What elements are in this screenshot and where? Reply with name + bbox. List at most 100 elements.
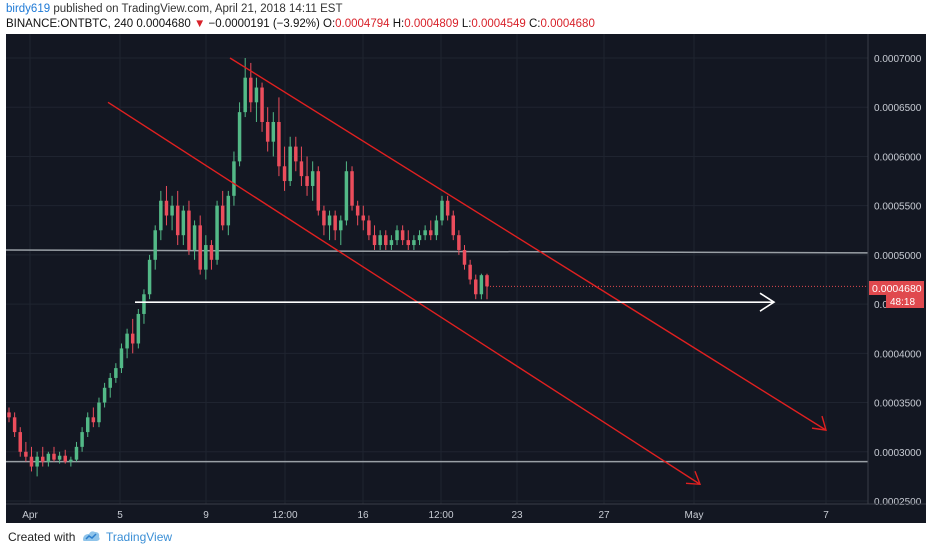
channel-upper-arrowhead [811,415,827,431]
candle-body [119,348,124,369]
candle-body [114,368,118,378]
candle-body [198,225,202,270]
y-tick-label: 0.0004000 [874,349,922,360]
candle-body [85,417,90,433]
candle-body [7,412,11,418]
candlestick-chart[interactable]: 0.0007000 0.0006500 0.0006000 0.0005500 0.00… [5,34,926,523]
candle-body [429,230,433,236]
y-tick-label: 0.0005500 [874,202,922,213]
candle-body [136,313,141,344]
down-arrow-icon: ▼ [193,18,206,30]
chart-header: birdy619 published on TradingView.com, A… [0,0,932,34]
channel-lower-arrowhead [685,471,702,486]
candle-body [277,121,281,167]
candle-body [181,210,186,236]
candle-body [63,455,67,462]
y-tick-label: 0.0007000 [874,54,922,65]
candle-body [97,402,101,423]
candle-body [282,166,287,182]
y-tick-label: 0.0003000 [874,448,922,459]
candle-body [389,240,394,246]
candle-body [102,387,107,403]
candle-body [29,456,34,467]
candle-body [142,294,146,314]
x-tick-label: 9 [203,510,209,521]
created-with-label: Created with [8,530,76,544]
candle-body [434,220,439,236]
x-tick-label: 12:00 [428,510,453,521]
horizontal-levels [5,249,869,463]
candle-body [333,215,337,231]
candle-body [299,161,304,177]
candle-body [159,200,163,231]
candle-body [271,121,276,142]
chart-area[interactable]: 0.0007000 0.0006500 0.0006000 0.0005500 0.00… [5,34,926,523]
symbol-label[interactable]: BINANCE:ONTBTC, 240 [6,18,134,30]
candle-body [316,171,321,211]
candle-body [412,240,416,246]
candles [7,58,489,477]
y-tick-label: 0.0002500 [874,497,922,508]
candle-body [204,245,208,270]
candle-body [220,205,225,226]
close-value: 0.0004680 [540,18,595,30]
candle-body [243,77,247,113]
candle-body [350,171,354,206]
tradingview-logo-icon[interactable] [80,528,102,544]
candle-body [288,146,292,182]
author-link[interactable]: birdy619 [6,3,51,15]
countdown-label: 48:18 [890,297,915,308]
candle-body [378,235,382,246]
candle-body [57,455,62,460]
candle-body [485,275,489,287]
candle-body [209,245,214,260]
candle-body [153,230,157,260]
candle-body [24,451,28,457]
candle-body [457,235,461,250]
candle-body [468,264,472,280]
candle-body [406,240,411,246]
candle-body [12,417,17,433]
candle-body [310,171,315,186]
resistance-level-line [5,249,869,254]
publish-line: birdy619 published on TradingView.com, A… [6,3,343,15]
candle-body [367,220,371,236]
candle-body [108,377,112,388]
candle-body [46,453,51,462]
countdown-tag [886,295,924,308]
current-price-tag [869,281,924,295]
candle-body [260,87,264,122]
last-price: 0.0004680 [136,18,191,30]
channel-upper-line[interactable] [229,57,827,431]
x-tick-label: 16 [357,510,369,521]
price-axis[interactable] [868,34,926,504]
y-tick-label: 0.0006000 [874,152,922,163]
x-tick-label: 12:00 [272,510,297,521]
candle-body [294,146,298,162]
open-label: O: [323,18,336,30]
candle-body [164,200,169,216]
tradingview-brand-link[interactable]: TradingView [106,530,173,544]
candle-body [215,205,219,260]
candle-body [327,215,332,226]
candle-body [344,171,349,221]
candle-body [52,453,56,460]
candle-body [91,417,96,423]
candle-body [237,112,242,162]
price-change: −0.0000191 (−3.92%) [208,18,320,30]
time-axis[interactable] [6,504,868,523]
candle-body [395,230,399,241]
grid-lines [6,34,868,504]
candle-body [80,432,84,447]
time-axis-ticks: Apr 5 9 12:00 16 12:00 23 27 May 7 [22,510,829,521]
low-value: 0.0004549 [471,18,526,30]
candle-body [417,235,422,241]
candle-body [187,210,191,250]
published-info: published on TradingView.com, April 21, … [53,3,343,15]
candle-body [175,205,180,236]
candle-body [451,215,456,236]
high-label: H: [392,18,405,30]
candle-body [265,121,270,142]
channel-lower-line[interactable] [107,101,701,485]
candle-body [226,195,231,226]
